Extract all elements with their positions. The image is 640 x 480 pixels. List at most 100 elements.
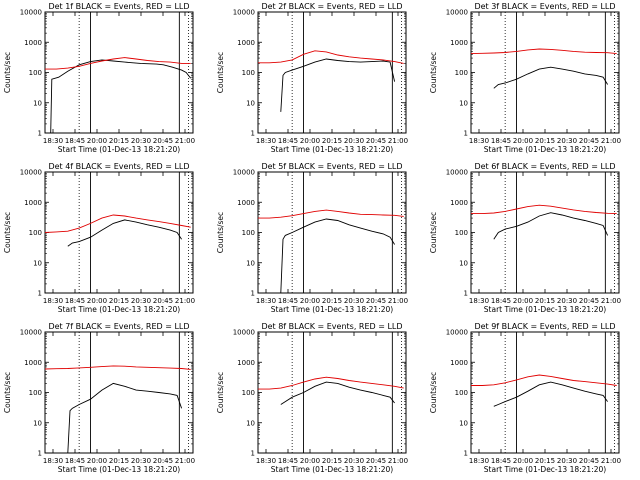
plot-frame (257, 171, 407, 294)
y-tick-label: 10 (33, 99, 42, 107)
x-axis-label: Start Time (01-Dec-13 18:21:20) (484, 145, 606, 154)
plot-frame (257, 11, 407, 134)
y-tick-label: 1000 (24, 39, 42, 47)
y-tick-label: 10 (33, 259, 42, 267)
y-tick-label: 10000 (20, 9, 42, 17)
events-series-line (280, 381, 395, 405)
chart-panel-4: Det 4f BLACK = Events, RED = LLD 1 10 100 10… (3, 162, 195, 314)
x-tick-label: 20:00 (300, 457, 320, 465)
y-tick-label: 100 (455, 69, 468, 77)
chart-panel-1: Det 1f BLACK = Events, RED = LLD 1 10 100 10… (3, 2, 195, 154)
y-tick-label: 1000 (237, 199, 255, 207)
x-tick-label: 18:45 (491, 297, 511, 305)
y-tick-label: 10 (246, 99, 255, 107)
lld-series-line (45, 57, 191, 70)
lld-series-line (44, 214, 191, 233)
y-tick-label: 10000 (233, 9, 255, 17)
x-axis-label: Start Time (01-Dec-13 18:21:20) (484, 465, 606, 474)
y-tick-label: 100 (455, 389, 468, 397)
plot-frame (470, 11, 620, 134)
x-tick-label: 20:00 (513, 297, 533, 305)
x-tick-label: 20:00 (87, 457, 107, 465)
y-tick-label: 1 (464, 130, 468, 138)
y-axis-label: Counts/sec (216, 372, 225, 413)
chart-title: Det 1f BLACK = Events, RED = LLD (48, 2, 189, 11)
x-tick-label: 20:45 (366, 297, 386, 305)
y-tick-label: 1 (38, 450, 42, 458)
chart-panel-7: Det 7f BLACK = Events, RED = LLD 1 10 100 10… (3, 322, 195, 474)
y-tick-label: 1000 (450, 199, 468, 207)
chart-panel-2: Det 2f BLACK = Events, RED = LLD 1 10 100 10… (216, 2, 408, 154)
events-series-line (67, 219, 182, 247)
y-axis-label: Counts/sec (429, 372, 438, 413)
x-tick-label: 20:45 (579, 457, 599, 465)
x-tick-label: 18:45 (65, 297, 85, 305)
y-tick-label: 1 (38, 130, 42, 138)
x-tick-label: 20:45 (366, 457, 386, 465)
x-tick-label: 20:30 (131, 457, 151, 465)
x-tick-label: 21:00 (175, 457, 195, 465)
y-tick-label: 100 (29, 69, 42, 77)
x-tick-label: 20:00 (87, 297, 107, 305)
x-tick-label: 20:30 (344, 457, 364, 465)
lld-series-line (44, 365, 191, 370)
x-tick-label: 21:00 (175, 137, 195, 145)
chart-title: Det 4f BLACK = Events, RED = LLD (48, 162, 189, 171)
x-axis-label: Start Time (01-Dec-13 18:21:20) (58, 145, 180, 154)
x-tick-label: 20:15 (322, 297, 342, 305)
events-series-line (67, 382, 183, 454)
y-tick-label: 100 (455, 229, 468, 237)
y-tick-label: 1 (251, 130, 255, 138)
chart-title: Det 9f BLACK = Events, RED = LLD (474, 322, 615, 331)
x-tick-label: 20:15 (535, 457, 555, 465)
lld-series-line (258, 50, 404, 64)
chart-title: Det 8f BLACK = Events, RED = LLD (261, 322, 402, 331)
x-tick-label: 20:15 (109, 137, 129, 145)
y-tick-label: 1000 (450, 39, 468, 47)
plot-frame (44, 331, 194, 454)
x-tick-label: 18:45 (491, 137, 511, 145)
x-tick-label: 18:30 (256, 457, 276, 465)
chart-title: Det 7f BLACK = Events, RED = LLD (48, 322, 189, 331)
x-tick-label: 18:30 (43, 457, 63, 465)
events-series-line (493, 381, 608, 407)
x-tick-label: 18:45 (65, 137, 85, 145)
y-axis-label: Counts/sec (429, 212, 438, 253)
x-tick-label: 20:00 (87, 137, 107, 145)
y-tick-label: 10 (246, 259, 255, 267)
y-axis-label: Counts/sec (429, 52, 438, 93)
x-tick-label: 18:45 (278, 457, 298, 465)
y-tick-label: 100 (242, 69, 255, 77)
events-series-line (45, 59, 192, 134)
x-tick-label: 18:45 (278, 137, 298, 145)
y-tick-label: 1000 (24, 199, 42, 207)
y-tick-label: 10 (459, 99, 468, 107)
x-tick-label: 18:30 (43, 137, 63, 145)
x-tick-label: 20:00 (513, 137, 533, 145)
y-tick-label: 10 (33, 419, 42, 427)
x-tick-label: 20:30 (557, 297, 577, 305)
x-tick-label: 20:00 (513, 457, 533, 465)
x-tick-label: 20:30 (557, 137, 577, 145)
events-series-line (493, 66, 608, 89)
x-axis-label: Start Time (01-Dec-13 18:21:20) (58, 465, 180, 474)
lld-series-line (471, 374, 617, 386)
x-tick-label: 20:15 (322, 137, 342, 145)
y-tick-label: 1000 (450, 359, 468, 367)
x-tick-label: 21:00 (601, 137, 621, 145)
chart-title: Det 2f BLACK = Events, RED = LLD (261, 2, 402, 11)
x-axis-label: Start Time (01-Dec-13 18:21:20) (484, 305, 606, 314)
plot-frame (44, 11, 194, 134)
y-tick-label: 100 (29, 389, 42, 397)
y-tick-label: 1 (464, 290, 468, 298)
x-tick-label: 20:15 (109, 297, 129, 305)
chart-panel-3: Det 3f BLACK = Events, RED = LLD 1 10 100 10… (429, 2, 621, 154)
plot-frame (470, 331, 620, 454)
y-axis-label: Counts/sec (3, 372, 12, 413)
y-tick-label: 100 (29, 229, 42, 237)
plot-frame (44, 171, 194, 294)
x-tick-label: 20:30 (131, 137, 151, 145)
plot-frame (470, 171, 620, 294)
x-tick-label: 20:15 (109, 457, 129, 465)
x-tick-label: 18:30 (256, 297, 276, 305)
